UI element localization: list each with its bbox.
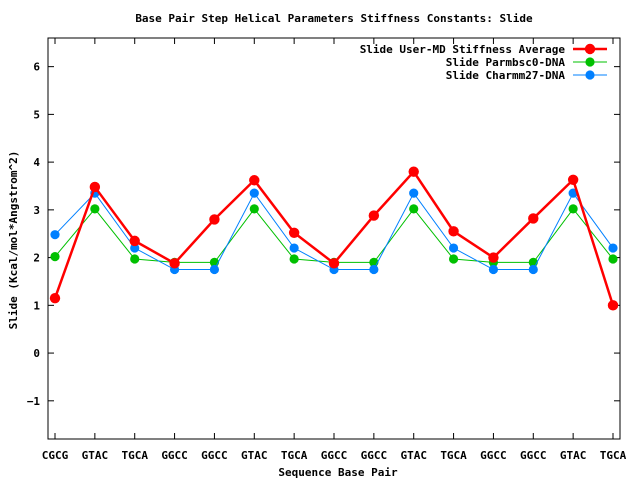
data-point xyxy=(50,230,60,240)
data-point xyxy=(528,264,538,275)
legend-swatch-marker xyxy=(585,57,595,67)
series-layer xyxy=(49,166,619,311)
data-point xyxy=(130,243,140,253)
y-axis: −1 0 1 2 3 4 5 6 xyxy=(27,61,620,408)
data-point xyxy=(409,188,419,198)
y-tick-label: 3 xyxy=(33,204,40,217)
legend-label: Slide Parmbsc0-DNA xyxy=(446,56,566,69)
data-point xyxy=(528,213,539,224)
data-point xyxy=(289,254,299,264)
x-axis-label: Sequence Base Pair xyxy=(278,466,398,479)
y-tick-label: 5 xyxy=(33,108,40,121)
data-point xyxy=(608,254,618,264)
data-point xyxy=(90,204,100,214)
data-point xyxy=(50,252,60,262)
data-point xyxy=(169,258,180,269)
y-tick-label: 2 xyxy=(33,252,40,265)
x-tick-label: GGCC xyxy=(361,449,388,462)
y-tick-label: 4 xyxy=(33,156,40,169)
legend-swatch-marker xyxy=(585,70,595,80)
x-tick-label: TGCA xyxy=(281,449,308,462)
x-tick-label: GTAC xyxy=(400,449,427,462)
data-point xyxy=(448,226,459,237)
x-axis: CGCG GTAC TGCA GGCC GGCC GTAC TGCA GGCC GGCC GTAC… xyxy=(42,38,627,462)
data-point xyxy=(249,188,259,198)
data-point xyxy=(289,243,299,253)
legend-swatch-marker xyxy=(584,43,596,55)
chart-title: Base Pair Step Helical Parameters Stiffn… xyxy=(135,12,533,25)
data-point xyxy=(249,175,260,186)
data-point xyxy=(368,210,380,221)
data-point xyxy=(409,204,419,214)
y-tick-label: −1 xyxy=(27,395,41,408)
data-point xyxy=(369,264,379,275)
x-tick-label: CGCG xyxy=(42,449,69,462)
y-tick-label: 6 xyxy=(33,61,40,74)
data-point xyxy=(567,174,579,185)
data-point xyxy=(408,166,419,177)
x-tick-label: GTAC xyxy=(560,449,587,462)
x-tick-label: GGCC xyxy=(321,449,348,462)
data-point xyxy=(49,292,61,304)
x-tick-label: GTAC xyxy=(241,449,268,462)
data-point xyxy=(209,214,220,225)
y-axis-label: Slide (Kcal/mol*Angstrom^2) xyxy=(7,151,20,330)
x-tick-label: GGCC xyxy=(201,449,228,462)
data-point xyxy=(448,254,459,264)
data-point xyxy=(328,258,340,269)
data-point xyxy=(488,264,499,275)
x-tick-label: TGCA xyxy=(440,449,467,462)
data-point xyxy=(568,204,578,214)
x-tick-label: GGCC xyxy=(480,449,507,462)
data-point xyxy=(288,227,300,238)
y-tick-label: 0 xyxy=(33,347,40,360)
data-point xyxy=(488,252,499,263)
series-0 xyxy=(49,166,619,311)
legend-label: Slide User-MD Stiffness Average xyxy=(360,43,566,56)
data-point xyxy=(129,235,140,247)
data-point xyxy=(607,300,619,311)
x-tick-label: GGCC xyxy=(161,449,188,462)
x-tick-label: TGCA xyxy=(121,449,148,462)
y-tick-label: 1 xyxy=(33,299,40,312)
data-point xyxy=(130,254,140,264)
x-tick-label: GTAC xyxy=(82,449,109,462)
data-point xyxy=(448,243,459,253)
data-point xyxy=(249,204,259,214)
data-point xyxy=(608,243,618,253)
x-tick-label: GGCC xyxy=(520,449,547,462)
data-point xyxy=(89,181,101,193)
legend-label: Slide Charmm27-DNA xyxy=(446,69,566,82)
x-tick-label: TGCA xyxy=(600,449,627,462)
data-point xyxy=(209,264,220,275)
